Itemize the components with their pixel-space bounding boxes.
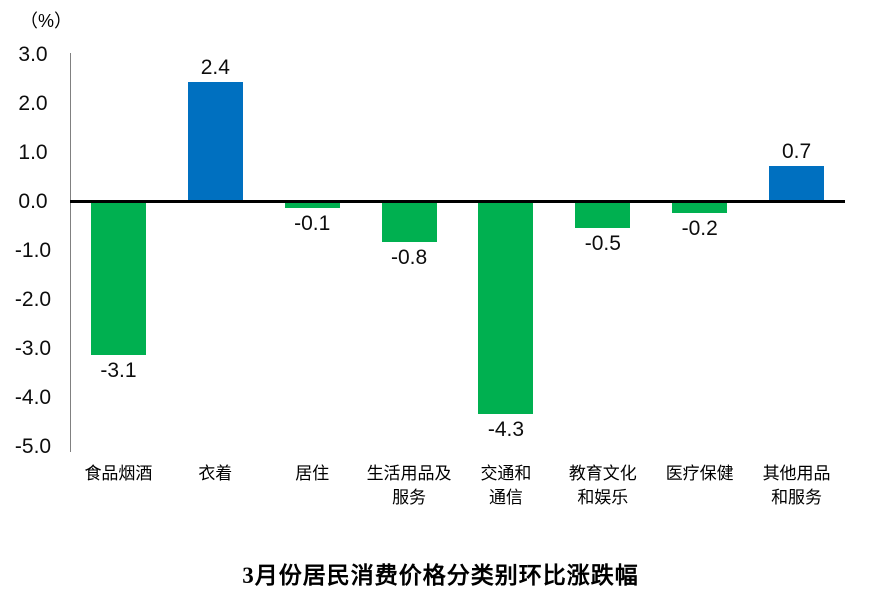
x-axis-label: 衣着 (198, 464, 233, 483)
bar-value-label: 2.4 (200, 56, 230, 80)
x-axis-label: 生活用品及 服务 (366, 464, 452, 507)
x-axis-label: 医疗保健 (665, 464, 734, 483)
chart-title: 3月份居民消费价格分类别环比涨跌幅 (242, 563, 639, 588)
y-axis-tick-label: 1.0 (18, 140, 48, 164)
bar (381, 203, 437, 243)
bar-value-label: -4.3 (487, 417, 525, 441)
y-axis-tick-label: -2.0 (14, 287, 52, 311)
bar (575, 203, 631, 228)
x-axis-label: 交通和 通信 (480, 464, 532, 507)
bar (284, 203, 340, 208)
x-axis-label: 其他用品 和服务 (762, 464, 831, 507)
y-axis-tick-label: -1.0 (14, 238, 52, 262)
y-axis-tick-label: 3.0 (18, 42, 48, 66)
bar (90, 203, 146, 355)
bar-value-label: -0.1 (294, 211, 331, 235)
bar (187, 82, 243, 200)
y-axis-tick-label: -4.0 (14, 385, 52, 409)
x-axis-label: 食品烟酒 (84, 464, 153, 483)
x-axis-label: 教育文化 和娱乐 (568, 464, 637, 507)
bar-value-label: -0.8 (390, 246, 428, 270)
bar-value-label: -3.1 (100, 358, 137, 382)
bar (672, 203, 728, 213)
y-axis-tick-label: 2.0 (18, 91, 48, 115)
bar-value-label: -0.2 (681, 216, 718, 240)
y-axis-unit-label: （%） (20, 11, 73, 31)
x-axis-label: 居住 (295, 464, 330, 483)
y-axis-tick-label: -5.0 (14, 434, 52, 458)
y-axis-tick-label: 0.0 (18, 189, 48, 213)
bar-value-label: -0.5 (584, 231, 621, 255)
bar (769, 165, 825, 200)
bar (478, 203, 534, 414)
y-axis-tick-label: -3.0 (14, 336, 52, 360)
bar-value-label: 0.7 (781, 139, 812, 163)
zero-axis-line (70, 200, 845, 203)
y-axis-line (70, 53, 71, 452)
